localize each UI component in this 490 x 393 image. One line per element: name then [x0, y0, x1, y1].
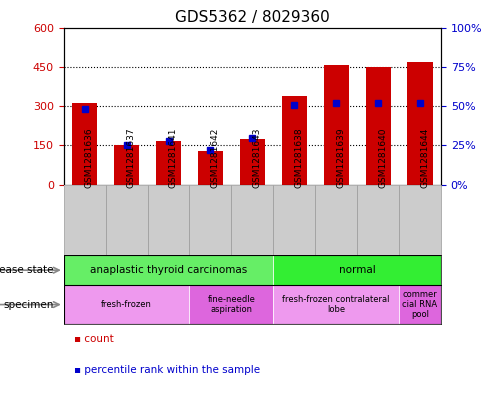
Text: fresh-frozen: fresh-frozen: [101, 300, 152, 309]
Text: anaplastic thyroid carcinomas: anaplastic thyroid carcinomas: [90, 265, 247, 275]
Text: GSM1281636: GSM1281636: [85, 128, 94, 188]
Bar: [190, 185, 231, 255]
Text: ▪ percentile rank within the sample: ▪ percentile rank within the sample: [74, 365, 260, 375]
Bar: [156, 141, 181, 185]
Bar: [114, 145, 139, 185]
Bar: [273, 285, 399, 324]
Text: GSM1281643: GSM1281643: [252, 128, 261, 188]
Bar: [366, 67, 391, 185]
Text: fresh-frozen contralateral
lobe: fresh-frozen contralateral lobe: [282, 295, 390, 314]
Bar: [72, 103, 97, 185]
Bar: [323, 66, 349, 185]
Bar: [399, 285, 441, 324]
Title: GDS5362 / 8029360: GDS5362 / 8029360: [175, 10, 330, 25]
Bar: [273, 255, 441, 285]
Bar: [282, 95, 307, 185]
Text: disease state: disease state: [0, 265, 54, 275]
Text: normal: normal: [339, 265, 375, 275]
Bar: [64, 185, 106, 255]
Text: GSM1281640: GSM1281640: [378, 128, 387, 188]
Bar: [408, 62, 433, 185]
Text: commer
cial RNA
pool: commer cial RNA pool: [402, 290, 438, 320]
Text: fine-needle
aspiration: fine-needle aspiration: [207, 295, 255, 314]
Text: ▪ count: ▪ count: [74, 334, 113, 344]
Bar: [399, 185, 441, 255]
Text: GSM1281637: GSM1281637: [126, 128, 136, 188]
Bar: [273, 185, 315, 255]
Bar: [231, 185, 273, 255]
Bar: [190, 285, 273, 324]
Text: GSM1281642: GSM1281642: [210, 128, 220, 188]
Text: GSM1281639: GSM1281639: [336, 128, 345, 188]
Text: GSM1281644: GSM1281644: [420, 128, 429, 188]
Text: GSM1281638: GSM1281638: [294, 128, 303, 188]
Text: specimen: specimen: [3, 299, 54, 310]
Bar: [147, 185, 190, 255]
Bar: [198, 151, 223, 185]
Bar: [357, 185, 399, 255]
Bar: [240, 139, 265, 185]
Bar: [106, 185, 147, 255]
Text: GSM1281641: GSM1281641: [169, 128, 177, 188]
Bar: [64, 285, 190, 324]
Bar: [315, 185, 357, 255]
Bar: [64, 255, 273, 285]
